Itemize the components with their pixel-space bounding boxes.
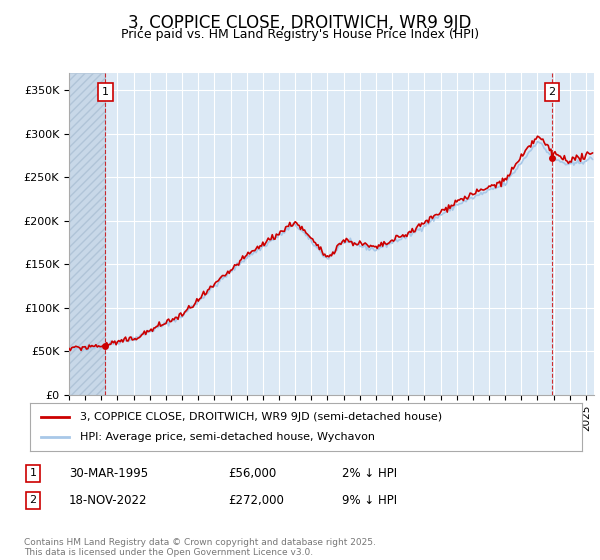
Text: Price paid vs. HM Land Registry's House Price Index (HPI): Price paid vs. HM Land Registry's House …: [121, 28, 479, 41]
Bar: [69, 73, 106, 395]
Text: Contains HM Land Registry data © Crown copyright and database right 2025.
This d: Contains HM Land Registry data © Crown c…: [24, 538, 376, 557]
Text: 3, COPPICE CLOSE, DROITWICH, WR9 9JD (semi-detached house): 3, COPPICE CLOSE, DROITWICH, WR9 9JD (se…: [80, 412, 442, 422]
Text: 18-NOV-2022: 18-NOV-2022: [69, 493, 148, 507]
Text: 1: 1: [102, 87, 109, 97]
Text: 2% ↓ HPI: 2% ↓ HPI: [342, 466, 397, 480]
Text: 1: 1: [29, 468, 37, 478]
Text: 3, COPPICE CLOSE, DROITWICH, WR9 9JD: 3, COPPICE CLOSE, DROITWICH, WR9 9JD: [128, 14, 472, 32]
Text: 2: 2: [29, 495, 37, 505]
Text: £56,000: £56,000: [228, 466, 276, 480]
Text: 2: 2: [548, 87, 556, 97]
Text: £272,000: £272,000: [228, 493, 284, 507]
Text: 30-MAR-1995: 30-MAR-1995: [69, 466, 148, 480]
Text: 9% ↓ HPI: 9% ↓ HPI: [342, 493, 397, 507]
Text: HPI: Average price, semi-detached house, Wychavon: HPI: Average price, semi-detached house,…: [80, 432, 374, 442]
